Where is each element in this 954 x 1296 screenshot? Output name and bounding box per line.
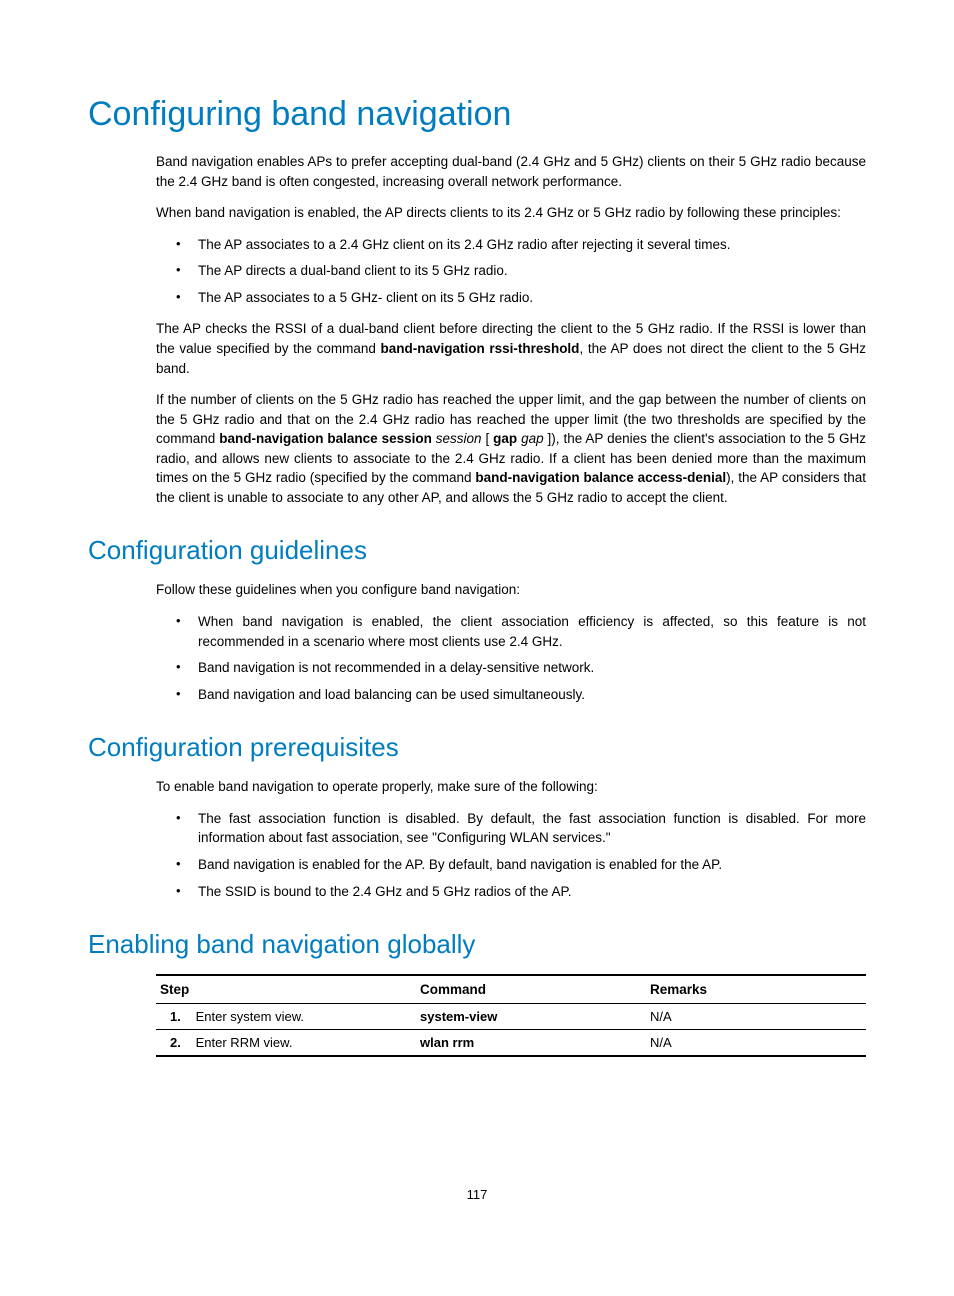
guidelines-lead: Follow these guidelines when you configu… — [156, 580, 866, 600]
section-heading-guidelines: Configuration guidelines — [88, 535, 866, 566]
step-number: 2. — [160, 1035, 192, 1050]
cell-remarks: N/A — [646, 1004, 866, 1030]
text-run: [ — [485, 431, 493, 446]
intro-paragraph-4: If the number of clients on the 5 GHz ra… — [156, 390, 866, 507]
section-heading-prerequisites: Configuration prerequisites — [88, 732, 866, 763]
table-row: 1. Enter system view. system-view N/A — [156, 1004, 866, 1030]
intro-paragraph-3: The AP checks the RSSI of a dual-band cl… — [156, 319, 866, 378]
command-table: Step Command Remarks 1. Enter system vie… — [156, 974, 866, 1057]
header-remarks: Remarks — [646, 975, 866, 1004]
command-name: band-navigation balance session — [219, 431, 432, 446]
prereq-bullet-list: The fast association function is disable… — [156, 809, 866, 901]
prereq-lead: To enable band navigation to operate pro… — [156, 777, 866, 797]
list-item: Band navigation is not recommended in a … — [156, 658, 866, 678]
list-item: The AP directs a dual-band client to its… — [156, 261, 866, 281]
list-item: The fast association function is disable… — [156, 809, 866, 848]
table-header-row: Step Command Remarks — [156, 975, 866, 1004]
cell-step: 1. Enter system view. — [156, 1004, 416, 1030]
command-arg: session — [432, 431, 486, 446]
list-item: The AP associates to a 5 GHz- client on … — [156, 288, 866, 308]
table-row: 2. Enter RRM view. wlan rrm N/A — [156, 1030, 866, 1057]
step-text: Enter system view. — [196, 1009, 304, 1024]
page-title: Configuring band navigation — [88, 95, 866, 134]
command-name: band-navigation rssi-threshold — [381, 341, 580, 356]
command-arg: gap — [517, 431, 547, 446]
guidelines-bullet-list: When band navigation is enabled, the cli… — [156, 612, 866, 704]
list-item: The SSID is bound to the 2.4 GHz and 5 G… — [156, 882, 866, 902]
cell-remarks: N/A — [646, 1030, 866, 1057]
cell-command: system-view — [416, 1004, 646, 1030]
cell-step: 2. Enter RRM view. — [156, 1030, 416, 1057]
guidelines-block: Follow these guidelines when you configu… — [156, 580, 866, 704]
section-heading-enabling: Enabling band navigation globally — [88, 929, 866, 960]
intro-block: Band navigation enables APs to prefer ac… — [156, 152, 866, 507]
command-keyword: gap — [493, 431, 517, 446]
intro-paragraph-1: Band navigation enables APs to prefer ac… — [156, 152, 866, 191]
step-text: Enter RRM view. — [196, 1035, 293, 1050]
header-command: Command — [416, 975, 646, 1004]
prereq-block: To enable band navigation to operate pro… — [156, 777, 866, 901]
cell-command: wlan rrm — [416, 1030, 646, 1057]
list-item: The AP associates to a 2.4 GHz client on… — [156, 235, 866, 255]
list-item: Band navigation is enabled for the AP. B… — [156, 855, 866, 875]
document-page: Configuring band navigation Band navigat… — [0, 0, 954, 1242]
step-number: 1. — [160, 1009, 192, 1024]
list-item: Band navigation and load balancing can b… — [156, 685, 866, 705]
intro-bullet-list: The AP associates to a 2.4 GHz client on… — [156, 235, 866, 308]
intro-paragraph-2: When band navigation is enabled, the AP … — [156, 203, 866, 223]
command-name: band-navigation balance access-denial — [475, 470, 726, 485]
page-number: 117 — [88, 1187, 866, 1202]
header-step: Step — [156, 975, 416, 1004]
list-item: When band navigation is enabled, the cli… — [156, 612, 866, 651]
